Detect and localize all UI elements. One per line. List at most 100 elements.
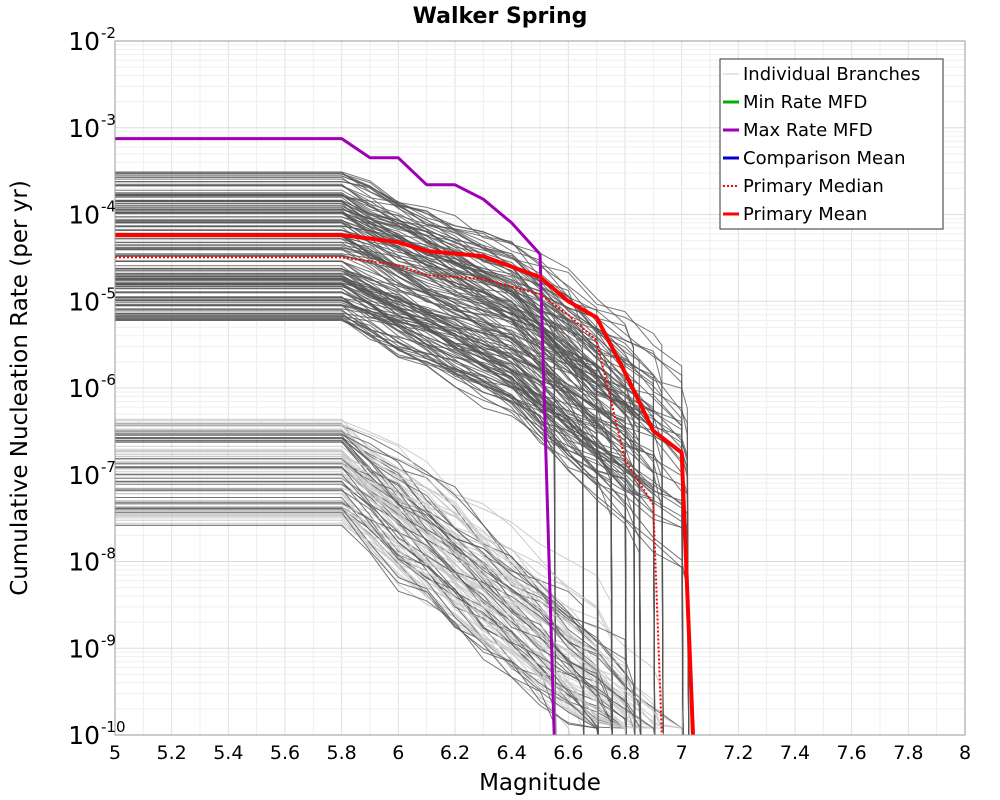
branch-line xyxy=(115,206,636,736)
branch-line xyxy=(115,284,664,736)
y-tick-exponent: -3 xyxy=(101,111,116,129)
branch-line xyxy=(115,466,656,736)
legend: Individual Branches Min Rate MFD Max Rate … xyxy=(719,58,944,230)
chart-title: Walker Spring xyxy=(413,4,588,29)
branch-line xyxy=(115,194,690,736)
branch-line xyxy=(115,433,636,736)
branch-line xyxy=(115,171,684,736)
legend-box xyxy=(719,58,944,230)
branch-line xyxy=(115,213,599,736)
y-tick-exponent: -2 xyxy=(101,24,116,42)
y-tick-label: 10 xyxy=(68,548,100,577)
branch-line xyxy=(115,317,599,736)
branch-line xyxy=(115,304,642,736)
legend-label: Comparison Mean xyxy=(743,148,906,169)
branch-line xyxy=(115,474,656,736)
y-axis-label: Cumulative Nucleation Rate (per yr) xyxy=(7,180,33,596)
branch-line xyxy=(115,450,599,736)
y-tick-exponent: -10 xyxy=(101,718,126,736)
x-tick-label: 6.4 xyxy=(497,742,527,764)
branch-line xyxy=(115,524,599,736)
x-tick-label: 6.2 xyxy=(440,742,470,764)
x-tick-labels: 5 5.2 5.4 5.6 5.8 6 6.2 6.4 6.6 6.8 7 7.2 7.4 7.6 7.8 8 xyxy=(109,742,971,764)
y-tick-exponent: -7 xyxy=(101,458,116,476)
branch-line xyxy=(115,208,642,736)
y-tick-exponent: -8 xyxy=(101,545,116,563)
y-tick-exponent: -4 xyxy=(101,198,116,216)
branch-line xyxy=(115,318,684,736)
legend-label: Primary Mean xyxy=(743,204,867,225)
x-axis-label: Magnitude xyxy=(479,770,601,796)
x-tick-label: 7.2 xyxy=(723,742,753,764)
x-tick-label: 7.8 xyxy=(893,742,923,764)
branch-line xyxy=(115,468,664,736)
max-rate-mfd-line xyxy=(115,137,556,736)
branch-line xyxy=(115,488,599,736)
branch-line xyxy=(115,507,599,736)
x-tick-label: 7.4 xyxy=(780,742,810,764)
branch-line xyxy=(115,478,613,736)
y-tick-label: 10 xyxy=(68,634,100,663)
branch-line xyxy=(115,437,585,736)
branch-line xyxy=(115,459,656,736)
branch-line xyxy=(115,458,642,736)
branch-line xyxy=(115,461,656,736)
x-tick-label: 5.2 xyxy=(157,742,187,764)
branch-line xyxy=(115,209,642,736)
branch-line xyxy=(115,185,636,736)
primary-mean-line xyxy=(115,233,695,736)
branch-line xyxy=(115,437,599,736)
branch-line xyxy=(115,510,599,736)
y-tick-exponent: -9 xyxy=(101,631,116,649)
branch-line xyxy=(115,222,599,736)
legend-label: Individual Branches xyxy=(743,64,920,85)
branch-line xyxy=(115,455,599,736)
branch-line xyxy=(115,425,642,736)
branch-line xyxy=(115,477,557,736)
x-tick-label: 5.6 xyxy=(270,742,300,764)
branch-line xyxy=(115,260,599,736)
branch-line xyxy=(115,423,642,736)
series-lines xyxy=(115,137,695,736)
branch-line xyxy=(115,181,585,736)
x-tick-label: 7.6 xyxy=(837,742,867,764)
legend-label: Primary Median xyxy=(743,176,884,197)
branch-line xyxy=(115,183,690,736)
x-tick-label: 6.8 xyxy=(610,742,640,764)
x-tick-label: 6.6 xyxy=(553,742,583,764)
branch-line xyxy=(115,458,599,736)
plot-frame xyxy=(114,40,966,736)
branch-line xyxy=(115,278,664,736)
y-tick-label: 10 xyxy=(68,201,100,230)
branch-line xyxy=(115,424,636,736)
branch-line xyxy=(115,509,627,736)
branch-line xyxy=(115,268,599,736)
y-tick-label: 10 xyxy=(68,721,100,750)
branch-line xyxy=(115,192,636,736)
individual-branches xyxy=(115,171,690,736)
branch-line xyxy=(115,504,642,736)
branch-line xyxy=(115,461,664,736)
x-tick-label: 7 xyxy=(676,742,688,764)
x-tick-label: 5 xyxy=(109,742,121,764)
branch-line xyxy=(115,229,684,736)
branch-line xyxy=(115,318,642,736)
branch-line xyxy=(115,422,599,736)
y-tick-exponent: -5 xyxy=(101,284,116,302)
branch-line xyxy=(115,185,684,736)
branch-line xyxy=(115,512,599,736)
branch-line xyxy=(115,242,684,736)
y-tick-exponent: -6 xyxy=(101,371,116,389)
y-tick-label: 10 xyxy=(68,27,100,56)
branch-line xyxy=(115,194,664,736)
y-tick-label: 10 xyxy=(68,374,100,403)
y-tick-label: 10 xyxy=(68,461,100,490)
branch-line xyxy=(115,424,613,736)
branch-line xyxy=(115,280,656,736)
branch-line xyxy=(115,201,642,736)
branch-line xyxy=(115,431,684,736)
x-tick-label: 6 xyxy=(392,742,404,764)
legend-label: Min Rate MFD xyxy=(743,92,867,113)
